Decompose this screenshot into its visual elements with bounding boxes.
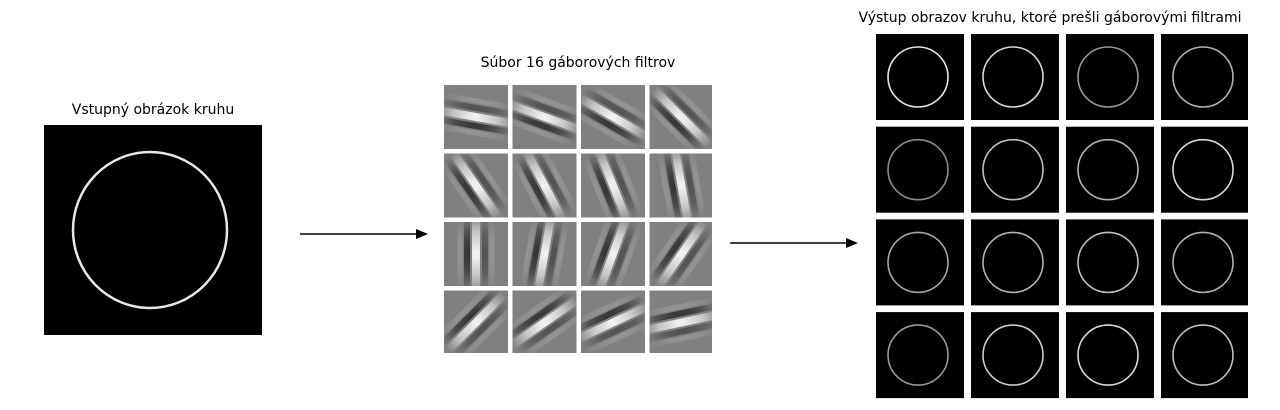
gabor-filter-4	[649, 85, 712, 149]
output-image-9	[876, 219, 964, 306]
filter-bank-label: Súbor 16 gáborových filtrov	[480, 55, 676, 71]
output-image-10	[971, 219, 1059, 306]
gabor-filter-15	[581, 290, 645, 353]
output-image-6	[971, 126, 1059, 213]
output-image-11	[1066, 219, 1154, 306]
gabor-filter-1	[444, 85, 508, 149]
arrow-filters-to-output	[730, 238, 858, 248]
gabor-filter-9	[444, 222, 508, 286]
gabor-filter-16	[649, 290, 712, 353]
input-circle-svg	[71, 150, 229, 310]
gabor-filter-grid	[444, 85, 712, 353]
output-images-label: Výstup obrazov kruhu, ktoré prešli gábor…	[858, 10, 1242, 26]
output-image-grid	[876, 34, 1248, 399]
output-image-1	[876, 34, 964, 120]
arrow-input-to-filters	[300, 229, 428, 239]
gabor-filter-6	[512, 153, 577, 218]
circle-ring	[71, 150, 229, 310]
output-image-14	[971, 312, 1059, 399]
output-image-16	[1161, 312, 1248, 399]
gabor-filter-13	[444, 290, 508, 353]
output-image-7	[1066, 126, 1154, 213]
input-circle-image	[44, 125, 262, 335]
output-image-15	[1066, 312, 1154, 399]
output-image-12	[1161, 219, 1248, 306]
gabor-filter-2	[512, 85, 577, 149]
gabor-filter-14	[512, 290, 577, 353]
input-image-label: Vstupný obrázok kruhu	[71, 102, 235, 118]
gabor-filter-12	[649, 222, 712, 286]
gabor-filter-11	[581, 222, 645, 286]
output-image-5	[876, 126, 964, 213]
gabor-filter-7	[581, 153, 645, 218]
gabor-filter-5	[444, 153, 508, 218]
gabor-filter-10	[512, 222, 577, 286]
gabor-filter-3	[581, 85, 645, 149]
gabor-filter-8	[649, 153, 712, 218]
output-image-4	[1161, 34, 1248, 120]
output-image-13	[876, 312, 964, 399]
output-image-8	[1161, 126, 1248, 213]
output-image-3	[1066, 34, 1154, 120]
output-image-2	[971, 34, 1059, 120]
